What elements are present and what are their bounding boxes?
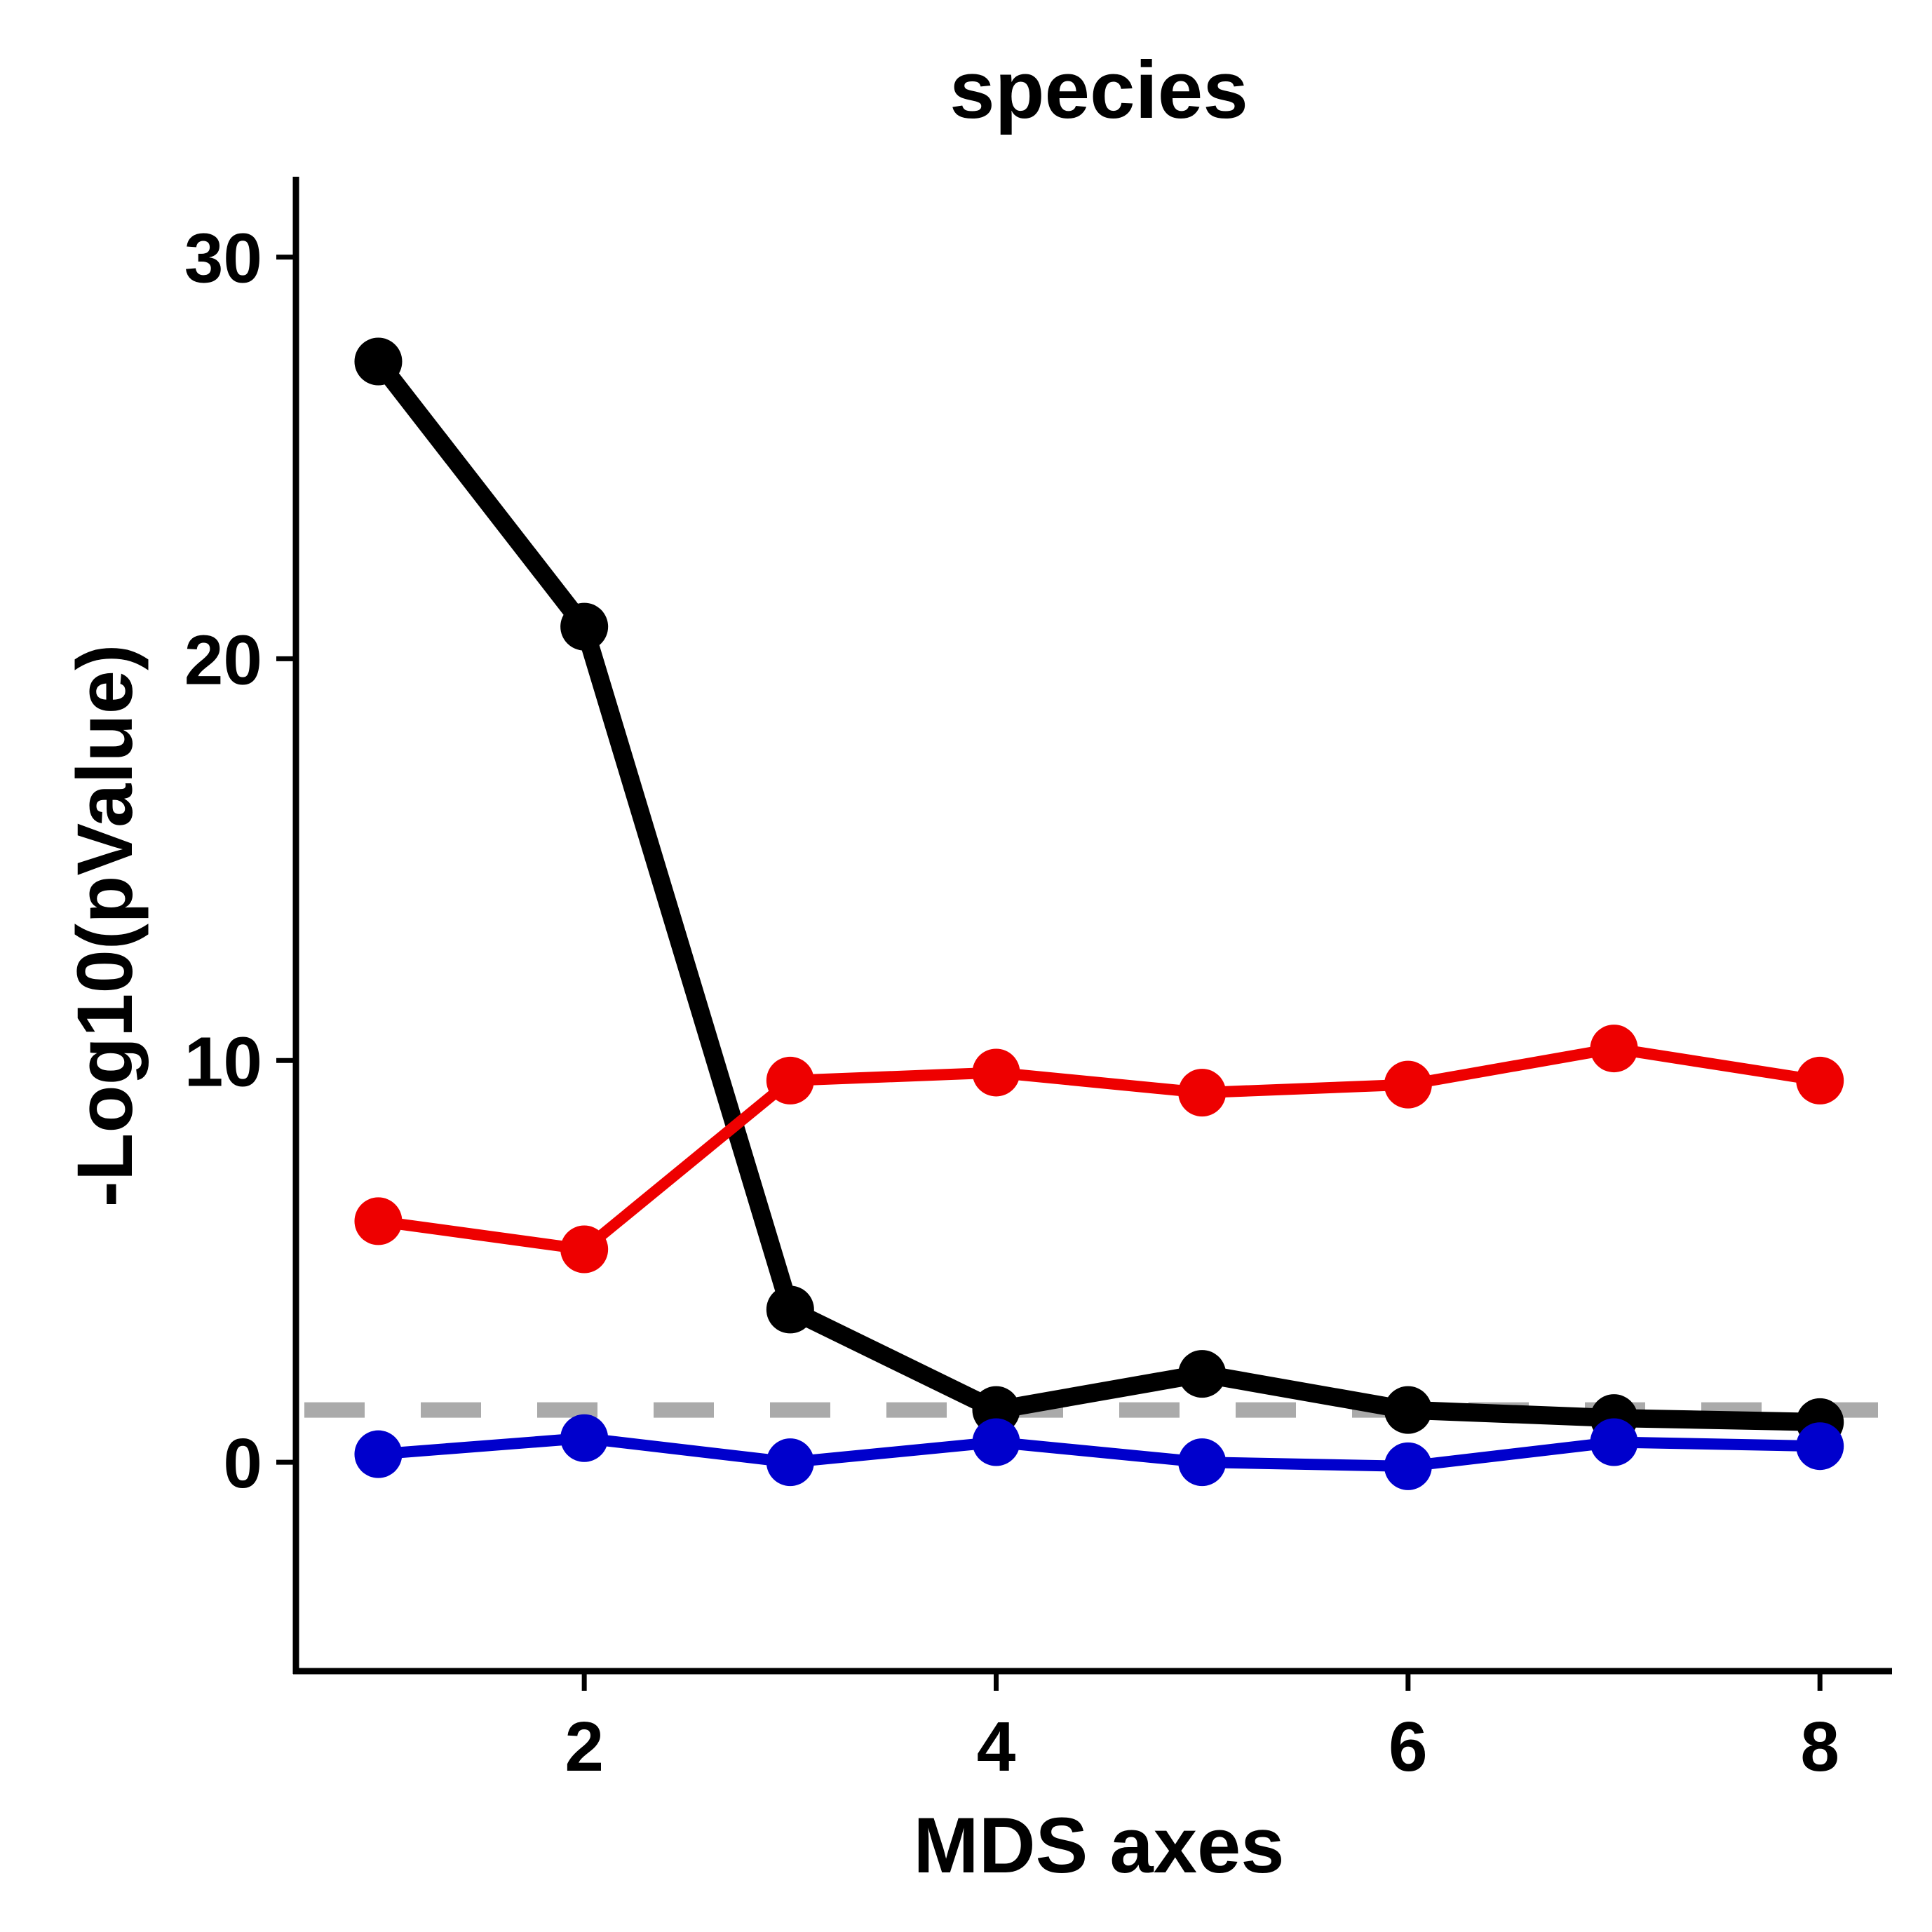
data-point — [1178, 1069, 1227, 1117]
y-tick-label: 10 — [184, 1022, 262, 1101]
x-tick-label: 4 — [977, 1708, 1016, 1786]
axes-layer — [292, 177, 1892, 1675]
y-tick-label: 0 — [223, 1424, 262, 1503]
series-line — [372, 1043, 1826, 1255]
data-point — [1590, 1025, 1638, 1073]
data-point — [1590, 1418, 1638, 1466]
data-point — [560, 602, 609, 651]
series-1 — [354, 337, 1844, 1446]
y-axis-label: -Log10(pValue) — [61, 644, 149, 1208]
data-point — [1796, 1056, 1844, 1105]
data-point — [766, 1438, 814, 1487]
x-axis-label: MDS axes — [913, 1802, 1284, 1889]
series-layer — [354, 337, 1844, 1490]
x-tick-label: 8 — [1800, 1708, 1839, 1786]
x-tick-label: 2 — [565, 1708, 604, 1786]
y-tick-label: 30 — [184, 219, 262, 298]
data-point — [972, 1418, 1020, 1466]
y-tick-label: 20 — [184, 621, 262, 699]
tick-layer: 0 10 20 30 2 4 6 8 — [184, 219, 1839, 1786]
data-point — [1384, 1442, 1432, 1490]
data-point — [560, 1225, 609, 1274]
data-point — [766, 1285, 814, 1334]
series-2 — [354, 1025, 1844, 1274]
data-point — [1178, 1350, 1227, 1398]
x-tick-label: 6 — [1389, 1708, 1428, 1786]
chart-title: species — [950, 44, 1248, 135]
data-point — [560, 1414, 609, 1462]
data-point — [354, 1430, 403, 1478]
series-line — [372, 1432, 1826, 1472]
series-3 — [354, 1414, 1844, 1490]
data-point — [1384, 1060, 1432, 1109]
data-point — [1178, 1438, 1227, 1487]
series-line — [369, 352, 1830, 1431]
data-point — [1796, 1422, 1844, 1471]
data-point — [354, 1197, 403, 1245]
data-point — [972, 1048, 1020, 1097]
data-point — [766, 1056, 814, 1105]
data-point — [1384, 1386, 1432, 1434]
data-point — [354, 337, 403, 386]
